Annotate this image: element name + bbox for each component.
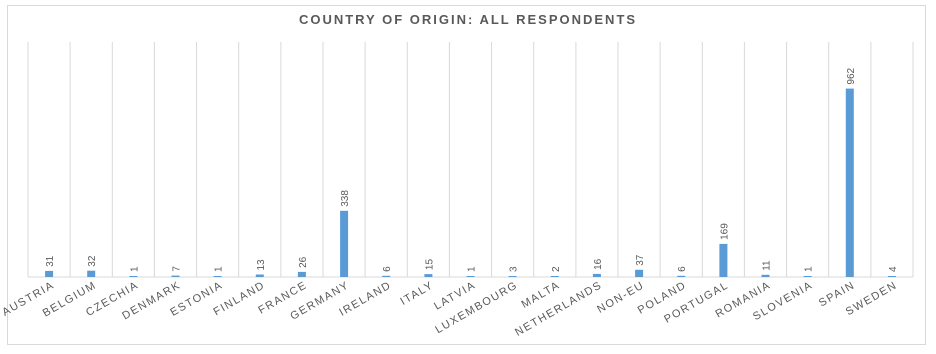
bar-italy <box>424 274 433 277</box>
data-label-sweden: 4 <box>888 266 899 272</box>
data-label-spain: 962 <box>846 67 857 84</box>
bar-spain <box>845 88 854 277</box>
bar-poland <box>677 275 686 277</box>
bar-luxembourg <box>508 276 517 277</box>
bar-netherlands <box>592 273 601 277</box>
bars <box>45 88 896 277</box>
bar-non-eu <box>635 269 644 277</box>
data-label-france: 26 <box>298 256 309 268</box>
data-label-italy: 15 <box>424 259 435 271</box>
bar-belgium <box>87 270 96 277</box>
data-label-poland: 6 <box>677 266 688 272</box>
data-label-germany: 338 <box>340 190 351 207</box>
bar-latvia <box>466 276 475 277</box>
data-label-portugal: 169 <box>719 223 730 240</box>
bar-finland <box>255 274 264 277</box>
bar-germany <box>340 210 349 277</box>
bar-denmark <box>171 275 180 277</box>
bar-ireland <box>382 275 391 277</box>
bar-estonia <box>213 276 222 277</box>
data-label-slovenia: 1 <box>804 266 815 272</box>
data-label-estonia: 1 <box>214 266 225 272</box>
bar-romania <box>761 274 770 277</box>
data-label-belgium: 32 <box>87 255 98 267</box>
data-label-romania: 11 <box>762 260 773 271</box>
data-label-czechia: 1 <box>129 266 140 272</box>
data-label-finland: 13 <box>256 259 267 271</box>
data-label-luxembourg: 3 <box>509 266 520 272</box>
bar-malta <box>550 276 559 277</box>
data-label-denmark: 7 <box>172 266 183 272</box>
bar-slovenia <box>803 276 812 277</box>
data-label-austria: 31 <box>45 255 56 267</box>
data-label-non-eu: 37 <box>635 254 646 266</box>
data-label-latvia: 1 <box>467 266 478 272</box>
chart-frame <box>7 5 926 345</box>
bar-sweden <box>887 276 896 277</box>
gridlines <box>27 42 914 278</box>
bar-france <box>297 271 306 277</box>
x-tick-labels: AUSTRIABELGIUMCZECHIADENMARKESTONIAFINLA… <box>0 279 899 339</box>
data-label-netherlands: 16 <box>593 258 604 270</box>
bar-austria <box>45 270 54 277</box>
bar-czechia <box>129 276 138 277</box>
chart-title: COUNTRY OF ORIGIN: ALL RESPONDENTS <box>298 12 638 27</box>
bar-portugal <box>719 243 728 277</box>
data-label-ireland: 6 <box>382 266 393 272</box>
x-tick-italy: ITALY <box>398 279 436 308</box>
data-label-malta: 2 <box>551 266 562 272</box>
